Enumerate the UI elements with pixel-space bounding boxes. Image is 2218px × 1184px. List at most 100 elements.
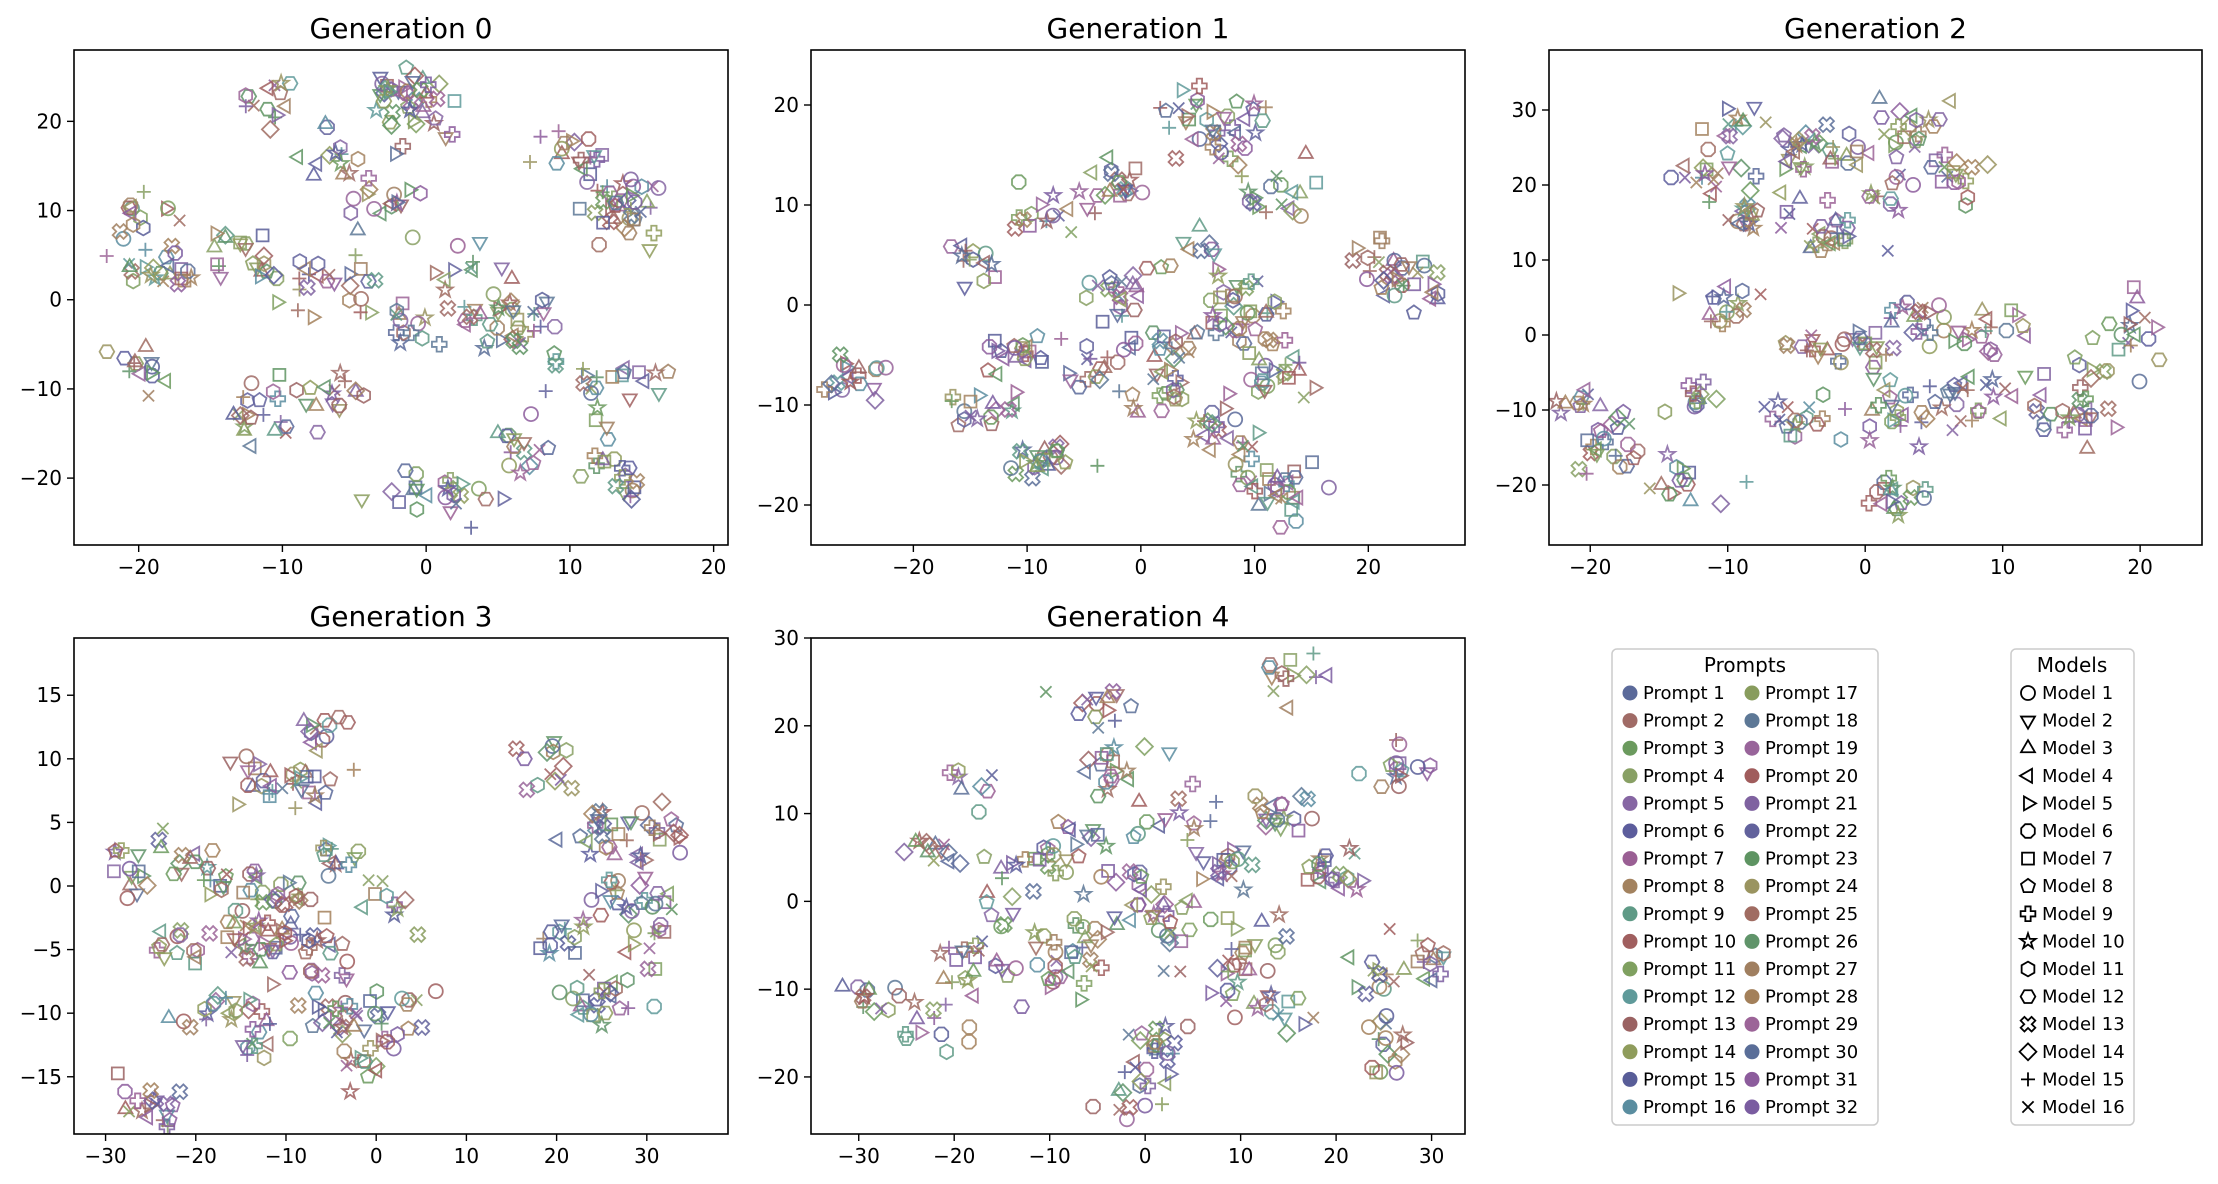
scatter-point: [214, 880, 232, 896]
scatter-point: [1848, 156, 1864, 174]
scatter-point: [272, 368, 287, 382]
scatter-point: [1833, 431, 1849, 448]
scatter-point: [1309, 175, 1324, 190]
scatter-point: [999, 400, 1018, 419]
scatter-point: [1745, 101, 1763, 117]
scatter-point: [1259, 205, 1273, 220]
prompt-swatch: [1744, 768, 1760, 784]
scatter-point: [634, 805, 650, 821]
scatter-point: [572, 909, 594, 929]
scatter-point: [322, 945, 339, 961]
scatter-point: [1044, 978, 1060, 996]
scatter-point: [282, 929, 299, 945]
scatter-point: [1833, 354, 1849, 371]
scatter-point: [977, 245, 994, 262]
scatter-point: [984, 394, 1002, 409]
y-tick-label: 0: [786, 889, 799, 913]
scatter-point: [1825, 234, 1841, 252]
scatter-point: [1785, 143, 1801, 161]
scatter-point: [1124, 274, 1142, 290]
scatter-point: [1411, 266, 1424, 279]
axes-frame: [73, 49, 729, 546]
scatter-point: [334, 164, 352, 180]
scatter-point: [1393, 762, 1410, 778]
scatter-point: [1415, 970, 1431, 988]
scatter-point: [1058, 864, 1074, 881]
scatter-point: [1799, 343, 1814, 358]
scatter-point: [1243, 371, 1259, 388]
scatter-point: [313, 966, 331, 984]
prompt-legend-label: Prompt 20: [1765, 766, 1858, 787]
scatter-point: [1375, 286, 1391, 304]
scatter-point: [247, 919, 262, 937]
prompt-swatch: [1744, 851, 1760, 867]
scatter-point: [547, 319, 563, 335]
scatter-point: [1070, 706, 1087, 721]
scatter-point: [447, 94, 462, 108]
scatter-point: [1905, 479, 1921, 497]
scatter-point: [1941, 388, 1959, 404]
scatter-point: [2123, 338, 2138, 353]
scatter-point: [1157, 102, 1174, 118]
scatter-point: [391, 193, 407, 211]
scatter-point: [1220, 911, 1235, 925]
scatter-point: [1277, 1023, 1297, 1043]
scatter-point: [1134, 184, 1151, 201]
scatter-point: [1207, 265, 1229, 285]
scatter-point: [298, 278, 316, 297]
scatter-point: [340, 276, 360, 296]
scatter-point: [935, 969, 953, 985]
scatter-point: [122, 1105, 136, 1118]
scatter-point: [156, 822, 170, 835]
scatter-point: [1247, 320, 1264, 337]
scatter-point: [442, 506, 460, 522]
scatter-point: [362, 873, 375, 887]
scatter-point: [994, 349, 1010, 367]
prompt-swatch: [1622, 1071, 1638, 1087]
scatter-point: [366, 200, 383, 217]
scatter-point: [297, 398, 315, 414]
scatter-point: [1035, 196, 1051, 214]
scatter-point: [1202, 304, 1224, 325]
scatter-point: [1108, 308, 1126, 324]
x-tick-label: 30: [634, 1144, 659, 1168]
scatter-point: [1089, 788, 1107, 804]
scatter-point: [1284, 503, 1299, 517]
scatter-point: [1124, 330, 1139, 345]
scatter-point: [1609, 419, 1626, 435]
scatter-point: [2077, 390, 2094, 408]
scatter-point: [593, 982, 611, 1000]
scatter-point: [2125, 302, 2141, 320]
scatter-point: [366, 1056, 386, 1077]
scatter-point: [1225, 326, 1238, 339]
scatter-point: [1956, 381, 1970, 395]
scatter-point: [367, 1005, 383, 1022]
scatter-point: [199, 860, 217, 876]
scatter-point: [2056, 421, 2073, 439]
scatter-point: [242, 882, 260, 898]
scatter-point: [1676, 472, 1693, 487]
scatter-point: [1735, 216, 1753, 232]
scatter-point: [161, 200, 176, 218]
panel-title: Generation 3: [310, 600, 493, 633]
scatter-point: [1859, 429, 1881, 450]
scatter-point: [1869, 484, 1885, 500]
scatter-point: [131, 864, 146, 879]
scatter-point: [346, 852, 364, 867]
scatter-point: [228, 1002, 243, 1020]
scatter-point: [289, 996, 307, 1015]
scatter-point: [402, 93, 420, 111]
scatter-point: [181, 849, 199, 864]
prompt-legend-label: Prompt 24: [1765, 876, 1858, 897]
scatter-point: [1063, 364, 1078, 382]
scatter-point: [1165, 381, 1181, 399]
x-tick-label: −20: [933, 1144, 975, 1168]
scatter-point: [1187, 846, 1205, 862]
prompt-legend-label: Prompt 23: [1765, 849, 1858, 870]
scatter-point: [1719, 304, 1734, 319]
scatter-point: [1162, 120, 1177, 135]
scatter-point: [1780, 153, 1798, 169]
panel-title: Generation 4: [1047, 600, 1230, 633]
scatter-point: [1064, 942, 1081, 959]
scatter-point: [329, 362, 351, 382]
